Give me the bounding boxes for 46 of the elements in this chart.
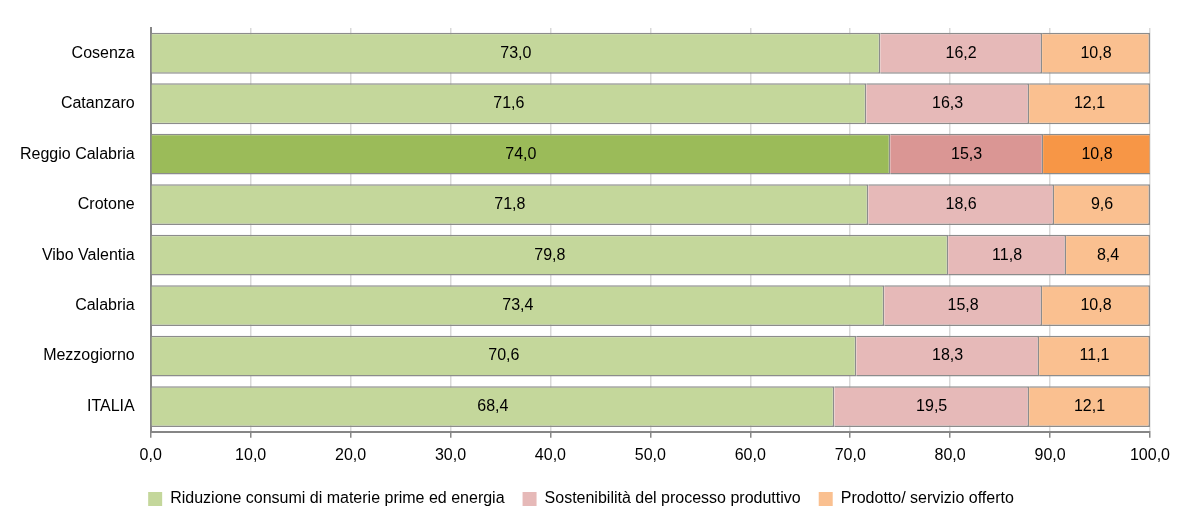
data-label: 10,8 <box>1080 43 1112 61</box>
x-tick-label: 0,0 <box>139 445 162 463</box>
y-tick-label: ITALIA <box>87 396 136 414</box>
data-label: 8,4 <box>1096 245 1120 263</box>
y-tick-label: Calabria <box>75 296 135 314</box>
data-label: 11,8 <box>992 245 1023 263</box>
y-tick-label: Crotone <box>77 195 135 213</box>
x-tick-label: 30,0 <box>434 445 467 463</box>
data-label: 18,3 <box>932 346 964 364</box>
data-label: 73,4 <box>502 296 534 314</box>
x-tick-label: 20,0 <box>335 445 367 463</box>
data-label: 19,5 <box>916 396 948 414</box>
data-label: 74,0 <box>505 144 537 162</box>
y-tick-label: Mezzogiorno <box>43 346 135 364</box>
data-label: 16,3 <box>932 94 964 112</box>
x-tick-label: 100,0 <box>1129 445 1171 463</box>
data-label: 73,0 <box>500 43 532 61</box>
data-label: 79,8 <box>534 245 566 263</box>
y-tick-label: Catanzaro <box>60 94 135 112</box>
data-label: 15,3 <box>951 144 983 162</box>
x-tick-label: 60,0 <box>734 445 766 463</box>
y-tick-label: Vibo Valentia <box>41 245 135 263</box>
data-label: 70,6 <box>488 346 520 364</box>
data-label: 12,1 <box>1073 94 1106 112</box>
x-tick-label: 50,0 <box>634 445 667 463</box>
legend-label: Sostenibilità del processo produttivo <box>544 489 801 507</box>
x-tick-label: 40,0 <box>534 445 567 463</box>
data-label: 10,8 <box>1080 296 1112 314</box>
y-tick-label: Cosenza <box>71 43 135 61</box>
data-label: 9,6 <box>1090 195 1114 213</box>
data-label: 10,8 <box>1081 144 1113 162</box>
data-label: 71,6 <box>493 94 525 112</box>
data-label: 16,2 <box>945 43 977 61</box>
y-tick-label: Reggio Calabria <box>20 144 135 162</box>
x-tick-label: 10,0 <box>235 445 267 463</box>
data-label: 12,1 <box>1073 396 1106 414</box>
x-tick-label: 70,0 <box>834 445 866 463</box>
x-tick-label: 80,0 <box>934 445 966 463</box>
data-label: 71,8 <box>494 195 526 213</box>
data-label: 11,1 <box>1079 346 1110 364</box>
legend-label: Riduzione consumi di materie prime ed energia <box>170 489 505 507</box>
data-label: 15,8 <box>947 296 979 314</box>
legend-label: Prodotto/ servizio offerto <box>840 489 1014 507</box>
data-label: 68,4 <box>477 396 509 414</box>
x-tick-label: 90,0 <box>1034 445 1066 463</box>
data-label: 18,6 <box>945 195 977 213</box>
